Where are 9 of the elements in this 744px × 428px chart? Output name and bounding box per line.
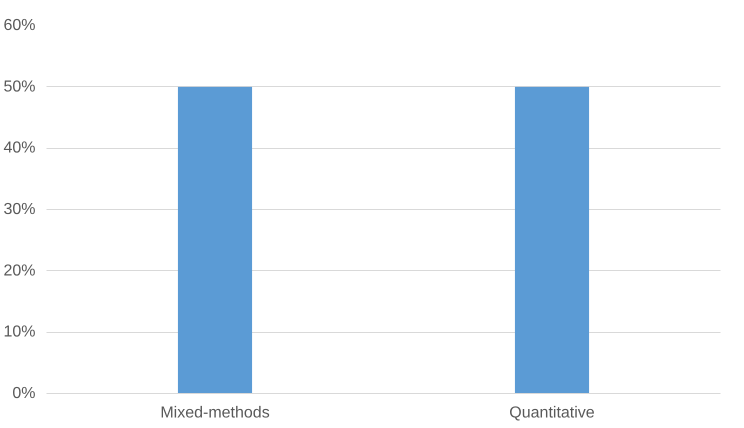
- y-tick-label: 20%: [3, 262, 36, 280]
- x-tick-label: Mixed-methods: [160, 404, 270, 422]
- y-tick-label: 30%: [3, 201, 36, 218]
- y-tick-label: 40%: [3, 140, 36, 157]
- y-tick-label: 50%: [3, 78, 36, 96]
- y-tick-label: 0%: [12, 385, 36, 402]
- y-tick-label: 10%: [3, 324, 36, 341]
- x-tick-label: Quantitative: [509, 404, 595, 422]
- y-tick-label: 60%: [3, 17, 36, 34]
